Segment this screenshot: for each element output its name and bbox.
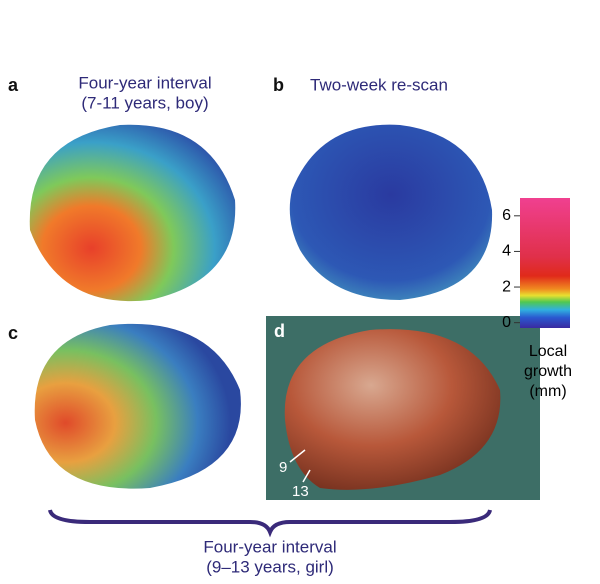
colorbar-label: growth bbox=[524, 363, 572, 380]
brain-b bbox=[289, 124, 493, 301]
colorbar-tick-label: 0 bbox=[502, 314, 511, 331]
colorbar-label: Local bbox=[529, 343, 567, 360]
panel-letter: a bbox=[8, 75, 19, 95]
brain-d bbox=[284, 329, 501, 490]
panel-letter: c bbox=[8, 323, 18, 343]
panel-letter: d bbox=[274, 321, 285, 341]
colorbar-tick-label: 4 bbox=[502, 243, 511, 260]
arrow bbox=[302, 469, 311, 483]
colorbar bbox=[520, 198, 570, 328]
brace bbox=[48, 509, 492, 538]
brain-a bbox=[29, 124, 236, 302]
panel-title: (7-11 years, boy) bbox=[81, 93, 208, 112]
colorbar-tick-label: 2 bbox=[502, 278, 511, 295]
panel-title: Four-year interval bbox=[78, 73, 211, 92]
arrow-label: 9 bbox=[279, 459, 287, 476]
arrow-label: 13 bbox=[292, 483, 309, 500]
panel-title: Two-week re-scan bbox=[310, 75, 448, 94]
arrow bbox=[289, 449, 306, 463]
footer-title: Four-year interval bbox=[203, 537, 336, 556]
brain-c bbox=[34, 323, 241, 489]
colorbar-tick-label: 6 bbox=[502, 207, 511, 224]
panel-letter: b bbox=[273, 75, 284, 95]
footer-title: (9–13 years, girl) bbox=[206, 557, 334, 576]
colorbar-label: (mm) bbox=[529, 383, 566, 400]
